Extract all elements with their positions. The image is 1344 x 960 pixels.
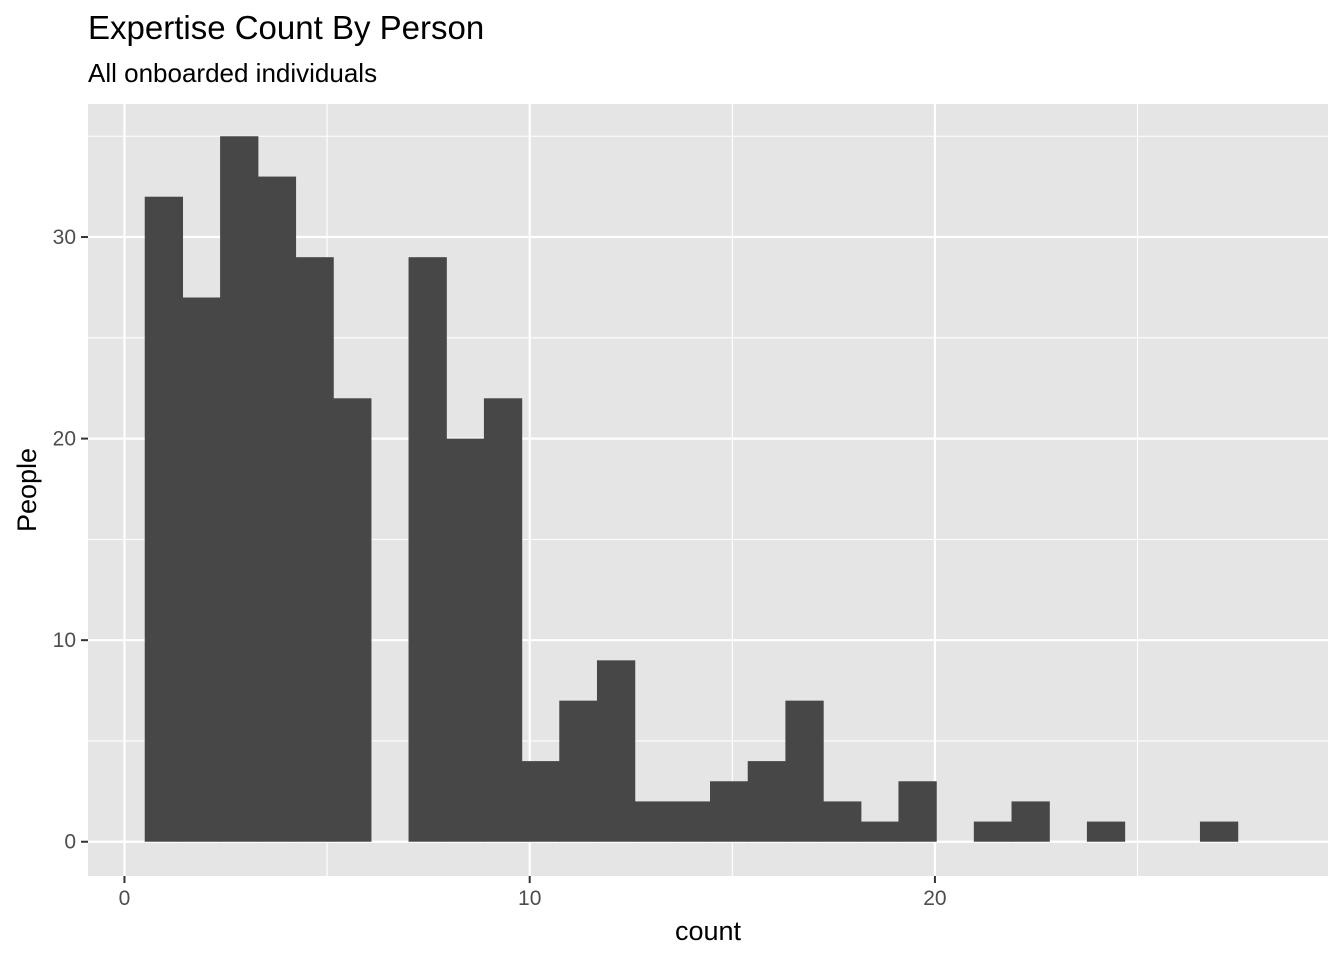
bar [634, 801, 673, 842]
bar [710, 781, 749, 842]
bar [898, 781, 937, 842]
bar [823, 801, 862, 842]
bar [144, 196, 184, 842]
bar [1011, 801, 1050, 842]
bar [446, 438, 485, 842]
bar [785, 700, 824, 842]
bar [1199, 821, 1239, 842]
chart-subtitle: All onboarded individuals [88, 58, 377, 88]
bar [747, 761, 786, 842]
y-tick-label: 20 [53, 428, 76, 451]
bar [973, 821, 1013, 842]
y-tick-label: 0 [64, 831, 76, 854]
bars [144, 136, 1239, 842]
x-axis: 0 10 20 [119, 876, 947, 910]
bar [295, 257, 334, 842]
bar [596, 660, 636, 842]
x-axis-title: count [675, 916, 742, 946]
x-tick-label: 0 [119, 887, 131, 910]
bar [483, 398, 523, 842]
bar [333, 398, 372, 842]
x-tick-label: 10 [518, 887, 541, 910]
bar [521, 761, 560, 842]
bar [408, 257, 447, 842]
bar [1086, 821, 1126, 842]
x-tick-label: 20 [923, 887, 946, 910]
bar [182, 297, 221, 842]
bar [672, 801, 711, 842]
bar [860, 821, 900, 842]
y-axis: 0 10 20 30 [53, 226, 88, 854]
chart-title: Expertise Count By Person [88, 9, 484, 46]
bar [220, 136, 259, 842]
bar [559, 700, 598, 842]
y-axis-title: People [12, 448, 42, 532]
bar [257, 176, 297, 842]
y-tick-label: 30 [53, 226, 76, 249]
y-tick-label: 10 [53, 629, 76, 652]
